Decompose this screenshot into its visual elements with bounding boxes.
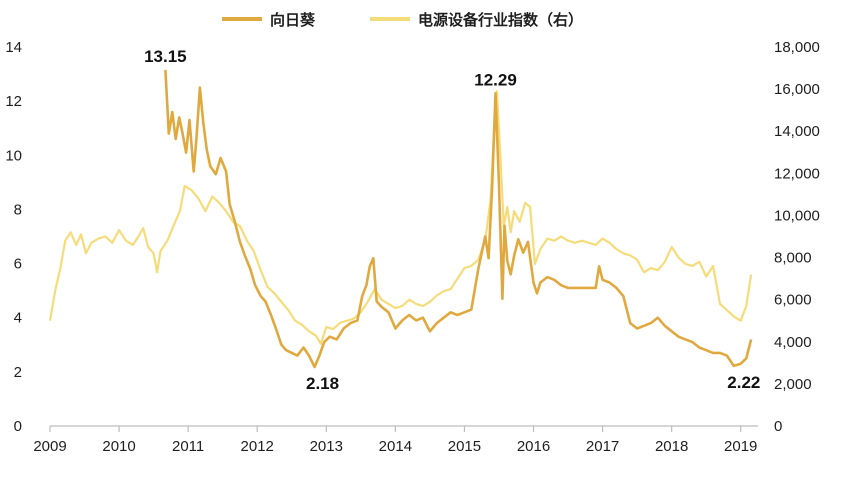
y-left-tick-label: 14 (5, 39, 22, 56)
x-tick-label: 2014 (379, 438, 412, 455)
y-right-tick-label: 8,000 (774, 250, 812, 267)
x-tick-label: 2009 (33, 438, 66, 455)
annotations: 13.15 2.18 12.29 2.22 (144, 47, 760, 393)
y-left-tick-label: 10 (5, 147, 22, 164)
y-right-tick-label: 4,000 (774, 334, 812, 351)
series-layer (48, 69, 753, 369)
annotation-label: 2.18 (306, 374, 339, 393)
y-right-tick-label: 0 (774, 418, 782, 435)
legend: 向日葵 电源设备行业指数（右） (222, 11, 583, 29)
x-tick-label: 2016 (517, 438, 550, 455)
x-tick-label: 2015 (448, 438, 481, 455)
y-left-tick-label: 0 (14, 418, 22, 435)
x-axis-ticks: 2009 2010 2011 2012 2013 2014 2015 2016 2017 2018… (33, 426, 757, 455)
annotation-label: 2.22 (727, 373, 760, 392)
x-tick-label: 2012 (241, 438, 274, 455)
series-line-power-equipment-index (48, 90, 753, 345)
y-right-tick-label: 16,000 (774, 81, 820, 98)
x-tick-label: 2018 (655, 438, 688, 455)
y-right-tick-label: 10,000 (774, 207, 820, 224)
legend-label: 向日葵 (270, 11, 316, 29)
y-right-tick-label: 6,000 (774, 292, 812, 309)
plot-area: 2009 2010 2011 2012 2013 2014 2015 2016 2017 2018… (5, 39, 820, 455)
y-left-tick-label: 2 (14, 364, 22, 381)
x-tick-label: 2019 (724, 438, 757, 455)
y-axis-left-ticks: 0 2 4 6 8 10 12 14 (5, 39, 22, 435)
y-left-tick-label: 8 (14, 201, 22, 218)
x-tick-label: 2017 (586, 438, 619, 455)
x-tick-label: 2013 (310, 438, 343, 455)
annotation-label: 13.15 (144, 47, 187, 66)
legend-label: 电源设备行业指数（右） (418, 11, 583, 29)
y-left-tick-label: 4 (14, 310, 22, 327)
y-right-tick-label: 18,000 (774, 39, 820, 56)
series-line-xiangrikui (164, 69, 753, 369)
y-left-tick-label: 6 (14, 256, 22, 273)
y-left-tick-label: 12 (5, 93, 22, 110)
annotation-label: 12.29 (474, 70, 517, 89)
x-tick-label: 2010 (102, 438, 135, 455)
y-axis-right-ticks: 0 2,000 4,000 6,000 8,000 10,000 12,000 14,000 1… (774, 39, 820, 435)
y-right-tick-label: 14,000 (774, 123, 820, 140)
y-right-tick-label: 2,000 (774, 376, 812, 393)
y-right-tick-label: 12,000 (774, 165, 820, 182)
x-tick-label: 2011 (172, 438, 204, 455)
